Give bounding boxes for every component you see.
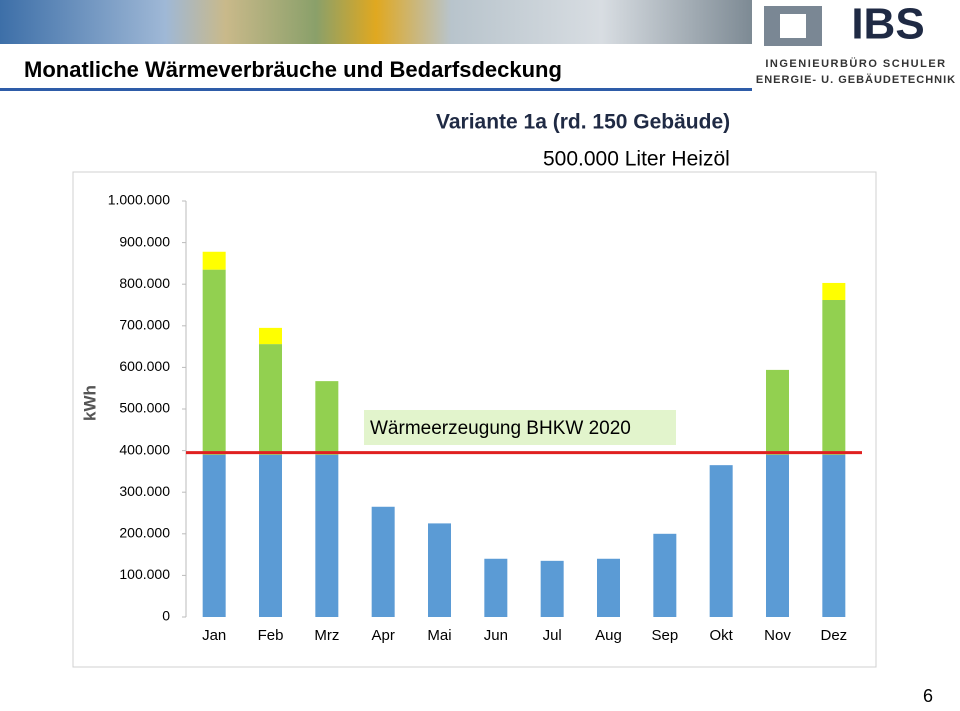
bar-segment (709, 465, 733, 617)
chart-title: Variante 1a (rd. 150 Gebäude) (436, 111, 730, 134)
y-tick-label: 400.000 (119, 441, 170, 457)
page-number: 6 (923, 686, 933, 706)
x-tick-label: Apr (371, 627, 394, 644)
y-axis-label: kWh (80, 385, 99, 421)
y-tick-label: 0 (162, 608, 170, 624)
y-tick-label: 500.000 (119, 400, 170, 416)
y-tick-label: 100.000 (119, 566, 170, 582)
x-tick-label: Sep (651, 627, 678, 644)
header-rule (0, 88, 752, 91)
company-name: ENERGIE- U. GEBÄUDETECHNIK (756, 73, 956, 86)
logo-text: IBS (851, 0, 924, 49)
bar-segment (202, 454, 226, 617)
x-tick-label: Jan (202, 627, 226, 644)
bar-segment (202, 269, 226, 455)
x-tick-label: Nov (764, 627, 791, 644)
logo-mark (780, 14, 806, 38)
header-photo-strip (0, 0, 752, 44)
bar-segment (315, 381, 339, 455)
bar-segment (484, 558, 508, 617)
bar-segment (597, 558, 620, 617)
y-tick-label: 600.000 (119, 358, 170, 374)
x-tick-label: Dez (820, 627, 847, 644)
bar-segment (822, 454, 846, 617)
x-tick-label: Jun (484, 627, 508, 644)
slide-title: Monatliche Wärmeverbräuche und Bedarfsde… (24, 57, 562, 82)
annotation: Wärmeerzeugung BHKW 2020 (370, 418, 631, 439)
chart-frame (72, 171, 877, 668)
bar-segment (653, 533, 677, 617)
y-tick-label: 800.000 (119, 275, 170, 291)
bar-segment (202, 251, 226, 270)
bar-segment (822, 282, 846, 301)
x-tick-label: Aug (595, 627, 622, 644)
bar-segment (822, 300, 846, 455)
bar-segment (428, 523, 451, 617)
x-tick-label: Jul (543, 627, 562, 644)
x-tick-label: Feb (258, 627, 284, 644)
y-tick-label: 200.000 (119, 525, 170, 541)
x-tick-label: Okt (709, 627, 733, 644)
company-name: INGENIEURBÜRO SCHULER (765, 57, 946, 70)
y-tick-label: 700.000 (119, 317, 170, 333)
bar-segment (259, 344, 282, 455)
y-tick-label: 300.000 (119, 483, 170, 499)
bar-segment (371, 506, 395, 617)
bar-segment (259, 454, 282, 617)
x-tick-label: Mrz (314, 627, 339, 644)
bar-segment (540, 560, 564, 617)
x-tick-label: Mai (427, 627, 451, 644)
y-tick-label: 1.000.000 (108, 192, 170, 208)
annotation-box (364, 410, 676, 445)
chart-subtitle: 500.000 Liter Heizöl (543, 148, 730, 171)
y-tick-label: 900.000 (119, 233, 170, 249)
logo: IBS INGENIEURBÜRO SCHULER ENERGIE- U. GE… (756, 0, 956, 86)
bar-segment (259, 327, 282, 345)
bar-segment (766, 369, 789, 455)
bar-segment (315, 454, 339, 617)
bar-segment (766, 454, 789, 617)
